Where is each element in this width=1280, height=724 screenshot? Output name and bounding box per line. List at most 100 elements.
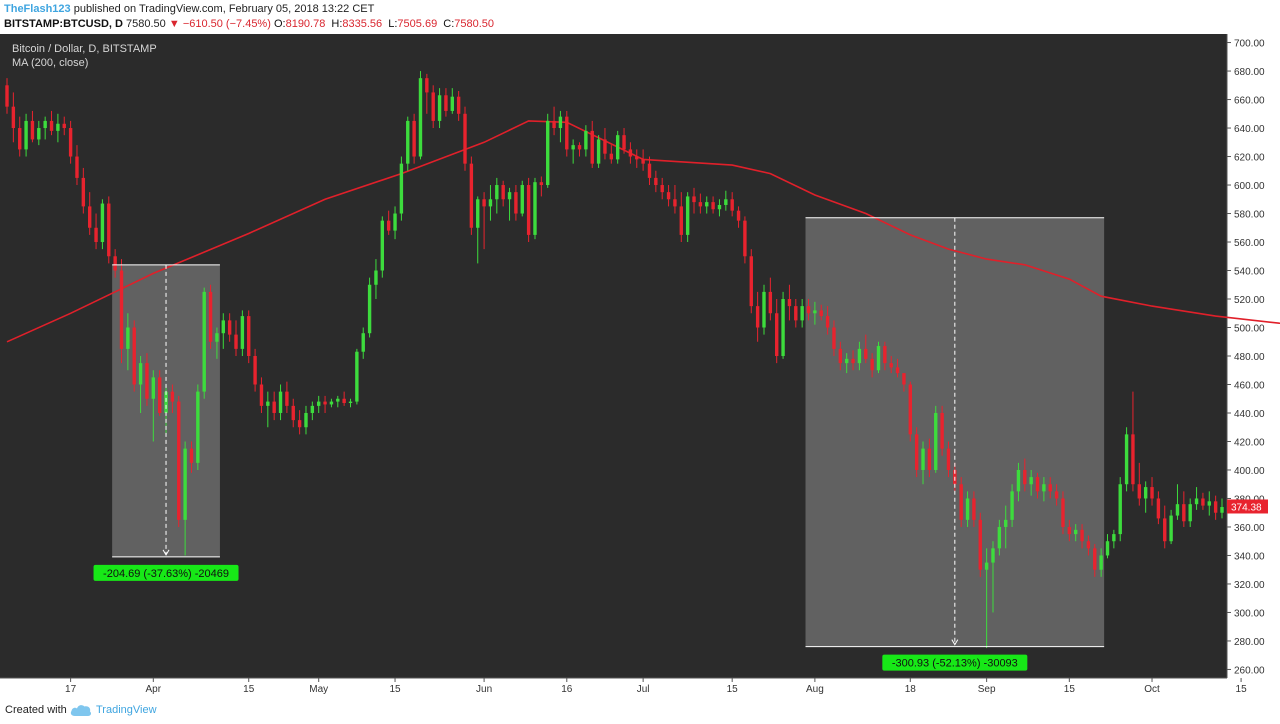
candle[interactable] <box>431 92 435 121</box>
candle[interactable] <box>775 313 779 356</box>
candle[interactable] <box>1156 498 1161 519</box>
candle[interactable] <box>603 139 607 154</box>
candle[interactable] <box>177 401 181 520</box>
candle[interactable] <box>437 95 442 121</box>
candle[interactable] <box>927 448 932 470</box>
candle[interactable] <box>49 120 54 131</box>
candle[interactable] <box>1105 541 1110 556</box>
candle[interactable] <box>476 199 480 228</box>
candle[interactable] <box>221 320 225 334</box>
candle[interactable] <box>196 391 200 463</box>
candle[interactable] <box>68 128 73 157</box>
candle[interactable] <box>1163 518 1167 542</box>
candle[interactable] <box>698 202 703 207</box>
candle[interactable] <box>1143 487 1148 499</box>
candle[interactable] <box>565 116 569 150</box>
candle[interactable] <box>43 120 47 129</box>
candle[interactable] <box>762 291 766 328</box>
candle[interactable] <box>844 358 849 364</box>
candle[interactable] <box>806 306 811 314</box>
candle[interactable] <box>1112 534 1116 542</box>
candle[interactable] <box>386 220 391 231</box>
candle[interactable] <box>94 227 98 243</box>
candle[interactable] <box>666 192 671 200</box>
candle[interactable] <box>75 156 79 178</box>
candle[interactable] <box>813 310 817 314</box>
candle[interactable] <box>857 348 862 364</box>
candle[interactable] <box>946 448 951 470</box>
candle[interactable] <box>1169 515 1173 542</box>
candle[interactable] <box>736 210 741 221</box>
candle[interactable] <box>1099 555 1103 570</box>
candle[interactable] <box>189 448 194 463</box>
candle[interactable] <box>1194 498 1199 505</box>
candle[interactable] <box>342 398 346 404</box>
candle[interactable] <box>978 519 982 570</box>
candle[interactable] <box>399 163 404 214</box>
candle[interactable] <box>794 306 798 321</box>
candle[interactable] <box>164 391 168 413</box>
candle[interactable] <box>1207 501 1211 506</box>
candle[interactable] <box>495 185 499 200</box>
candle[interactable] <box>1137 484 1142 499</box>
candle[interactable] <box>832 327 836 349</box>
candle[interactable] <box>272 401 276 413</box>
candle[interactable] <box>1188 504 1192 522</box>
candle[interactable] <box>921 448 925 470</box>
candle[interactable] <box>138 363 143 385</box>
candle[interactable] <box>107 203 111 257</box>
candle[interactable] <box>1035 477 1040 492</box>
candle[interactable] <box>1175 504 1180 516</box>
candle[interactable] <box>755 306 760 328</box>
candle[interactable] <box>749 256 753 307</box>
candle[interactable] <box>819 310 823 317</box>
candle[interactable] <box>526 185 531 235</box>
candle[interactable] <box>959 484 963 520</box>
candle[interactable] <box>151 377 156 399</box>
candle[interactable] <box>24 120 28 150</box>
candle[interactable] <box>285 391 289 406</box>
candle[interactable] <box>240 316 245 349</box>
candle[interactable] <box>5 85 9 107</box>
candle[interactable] <box>876 346 881 371</box>
candle[interactable] <box>838 348 843 364</box>
candle[interactable] <box>278 391 283 413</box>
candle[interactable] <box>234 334 238 349</box>
candle[interactable] <box>1004 519 1008 527</box>
candle[interactable] <box>673 199 677 207</box>
candle[interactable] <box>787 299 792 307</box>
candle[interactable] <box>641 159 645 164</box>
candle[interactable] <box>940 412 944 449</box>
candle[interactable] <box>539 182 544 186</box>
candle[interactable] <box>1150 487 1154 499</box>
candle[interactable] <box>310 405 315 413</box>
candle[interactable] <box>37 128 41 140</box>
candle[interactable] <box>208 291 213 342</box>
candle[interactable] <box>558 116 563 129</box>
candle[interactable] <box>215 333 219 342</box>
candle[interactable] <box>126 327 130 349</box>
candle[interactable] <box>361 333 365 352</box>
candle[interactable] <box>717 204 722 210</box>
candle[interactable] <box>1201 498 1205 506</box>
candle[interactable] <box>781 299 785 356</box>
candle[interactable] <box>488 199 493 207</box>
candle[interactable] <box>768 291 773 314</box>
candle[interactable] <box>30 120 35 140</box>
candle[interactable] <box>730 199 734 211</box>
candle[interactable] <box>412 120 416 157</box>
candle[interactable] <box>482 199 486 207</box>
candle[interactable] <box>965 498 970 520</box>
candle[interactable] <box>323 401 327 405</box>
candle[interactable] <box>406 120 410 164</box>
tradingview-brand-link[interactable]: TradingView <box>96 704 157 716</box>
candle[interactable] <box>596 139 601 164</box>
candle[interactable] <box>253 356 257 385</box>
candle[interactable] <box>660 185 664 193</box>
candle[interactable] <box>889 363 893 368</box>
candle[interactable] <box>552 120 556 129</box>
candle[interactable] <box>227 320 232 335</box>
candle[interactable] <box>851 358 855 364</box>
candle[interactable] <box>418 78 423 157</box>
candle[interactable] <box>711 202 715 210</box>
